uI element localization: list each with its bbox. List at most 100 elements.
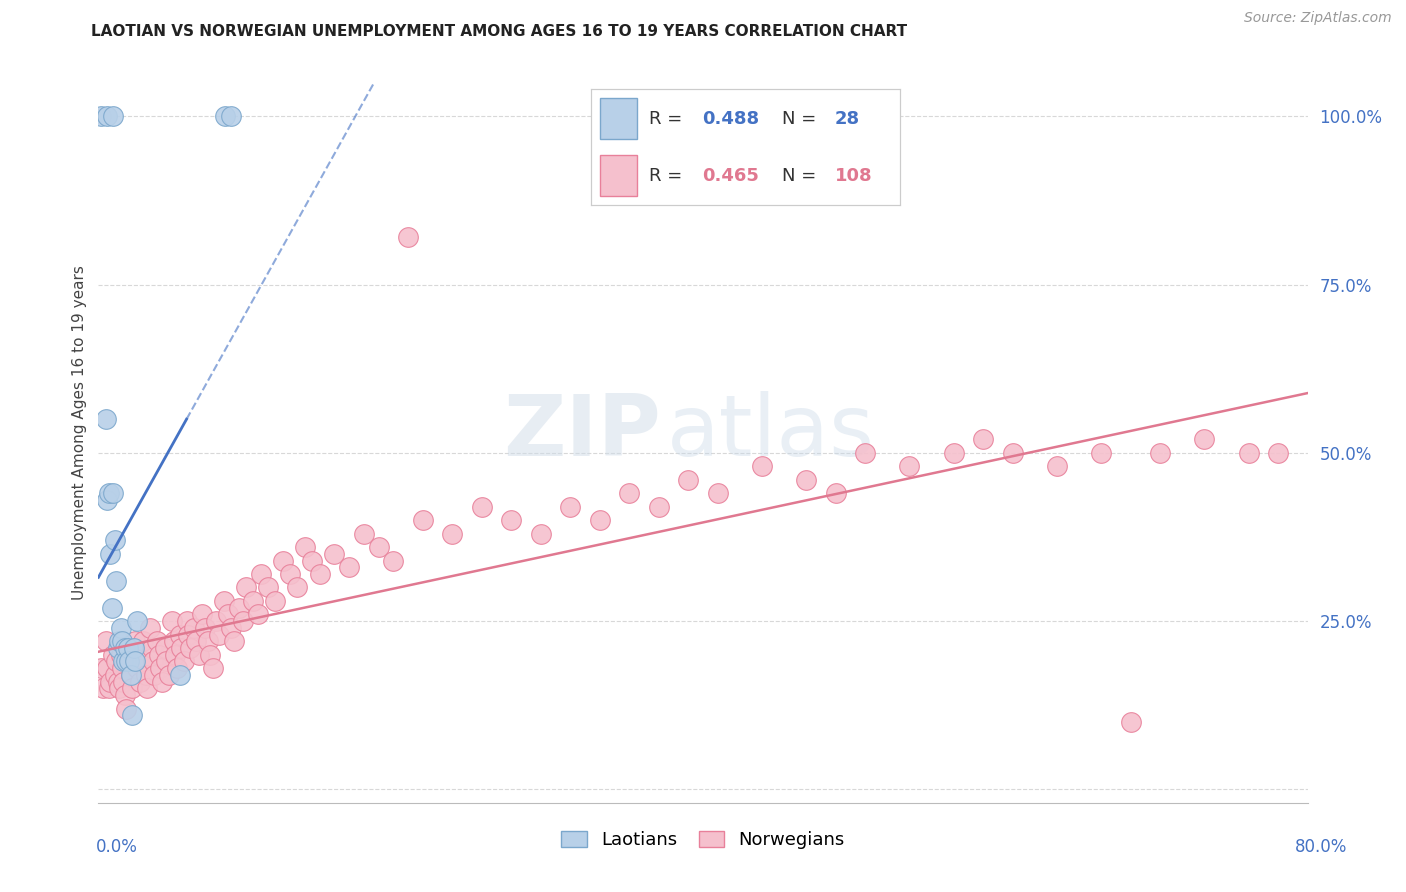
Point: [367, 540, 389, 554]
Point: [112, 674, 135, 689]
Point: [121, 681, 143, 696]
Point: [264, 594, 287, 608]
Point: [412, 513, 434, 527]
Point: [176, 614, 198, 628]
Text: N =: N =: [782, 167, 817, 186]
Text: atlas: atlas: [666, 391, 875, 475]
Point: [287, 581, 309, 595]
Point: [124, 655, 146, 669]
Point: [101, 648, 124, 662]
Point: [134, 655, 156, 669]
Point: [160, 614, 183, 628]
Point: [184, 634, 207, 648]
Text: 0.488: 0.488: [702, 111, 759, 128]
Point: [1194, 433, 1216, 447]
Point: [104, 668, 127, 682]
Point: [1267, 446, 1289, 460]
Point: [751, 459, 773, 474]
Point: [107, 640, 129, 655]
Point: [271, 553, 294, 567]
Point: [242, 594, 264, 608]
Point: [136, 681, 159, 696]
Point: [353, 526, 375, 541]
Point: [91, 681, 114, 696]
Point: [183, 621, 205, 635]
Text: R =: R =: [650, 111, 689, 128]
Point: [90, 109, 112, 123]
Point: [589, 513, 612, 527]
Point: [100, 600, 122, 615]
Point: [165, 648, 187, 662]
Point: [141, 640, 163, 655]
Point: [1149, 446, 1171, 460]
Point: [166, 661, 188, 675]
Point: [108, 634, 131, 648]
Point: [148, 648, 170, 662]
Point: [149, 661, 172, 675]
Point: [200, 648, 222, 662]
Point: [257, 581, 280, 595]
Point: [101, 109, 124, 123]
Point: [105, 574, 128, 588]
Point: [170, 640, 193, 655]
Point: [97, 486, 120, 500]
Point: [131, 634, 153, 648]
Point: [94, 634, 117, 648]
Point: [117, 640, 139, 655]
Point: [94, 412, 117, 426]
Point: [1001, 446, 1024, 460]
Point: [139, 621, 162, 635]
Point: [678, 473, 700, 487]
Point: [128, 674, 150, 689]
Point: [115, 701, 138, 715]
Point: [190, 607, 212, 622]
Point: [118, 655, 141, 669]
Text: ZIP: ZIP: [503, 391, 661, 475]
Point: [222, 634, 245, 648]
Point: [110, 648, 132, 662]
Legend: Laotians, Norwegians: Laotians, Norwegians: [554, 824, 852, 856]
Y-axis label: Unemployment Among Ages 16 to 19 years: Unemployment Among Ages 16 to 19 years: [72, 265, 87, 600]
Point: [115, 655, 138, 669]
Text: LAOTIAN VS NORWEGIAN UNEMPLOYMENT AMONG AGES 16 TO 19 YEARS CORRELATION CHART: LAOTIAN VS NORWEGIAN UNEMPLOYMENT AMONG …: [91, 24, 907, 38]
Point: [898, 459, 921, 474]
Point: [150, 674, 173, 689]
Point: [112, 655, 135, 669]
Text: 108: 108: [835, 167, 873, 186]
Text: 28: 28: [835, 111, 860, 128]
Point: [235, 581, 257, 595]
Point: [337, 560, 360, 574]
Text: 80.0%: 80.0%: [1295, 838, 1347, 855]
Point: [1046, 459, 1069, 474]
Point: [142, 655, 165, 669]
Point: [97, 681, 120, 696]
Point: [382, 553, 405, 567]
Point: [157, 668, 180, 682]
Point: [120, 668, 142, 682]
Point: [853, 446, 876, 460]
Point: [323, 547, 346, 561]
Point: [441, 526, 464, 541]
Point: [972, 433, 994, 447]
Point: [396, 230, 419, 244]
Point: [942, 446, 965, 460]
Point: [135, 668, 157, 682]
Point: [214, 109, 236, 123]
Point: [114, 640, 136, 655]
Point: [202, 661, 225, 675]
Point: [219, 621, 242, 635]
Point: [228, 600, 250, 615]
Point: [179, 640, 201, 655]
Point: [246, 607, 269, 622]
Point: [155, 655, 177, 669]
Point: [96, 661, 118, 675]
Point: [249, 566, 271, 581]
Point: [117, 640, 139, 655]
Point: [104, 533, 127, 548]
Point: [146, 634, 169, 648]
Point: [108, 681, 131, 696]
Point: [98, 674, 121, 689]
Point: [124, 634, 146, 648]
Point: [212, 594, 235, 608]
Point: [169, 627, 191, 641]
